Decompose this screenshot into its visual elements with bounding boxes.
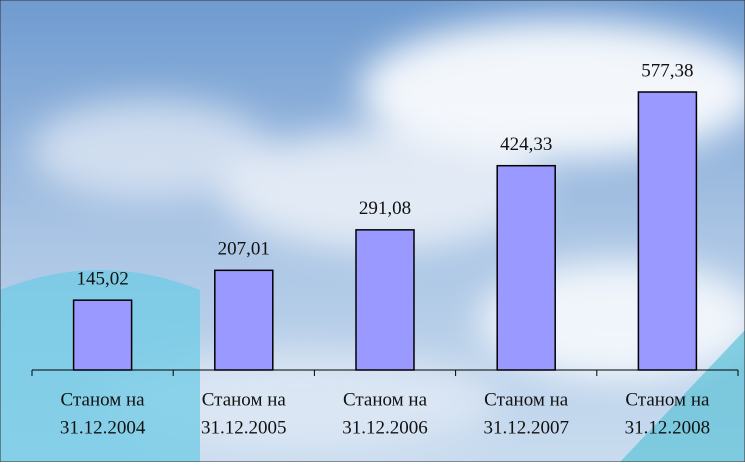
x-tick-label: Станом на — [61, 389, 146, 410]
bar — [74, 300, 132, 370]
value-label: 577,38 — [641, 60, 693, 81]
x-tick-label: 31.12.2006 — [342, 417, 428, 438]
value-label: 291,08 — [359, 198, 411, 219]
x-tick-label: 31.12.2004 — [60, 417, 146, 438]
x-tick-label: Станом на — [202, 389, 287, 410]
x-tick-label: 31.12.2007 — [483, 417, 569, 438]
bar — [356, 230, 414, 370]
bar — [215, 270, 273, 370]
value-label: 207,01 — [218, 239, 270, 260]
bar — [638, 92, 696, 370]
x-tick-label: Станом на — [343, 389, 428, 410]
value-label: 424,33 — [500, 134, 552, 155]
x-tick-label: 31.12.2008 — [625, 417, 711, 438]
x-tick-label: Станом на — [484, 389, 569, 410]
chart: 145,02 Станом на 31.12.2004 207,01 Станом на… — [0, 0, 745, 462]
x-tick-label: 31.12.2005 — [201, 417, 287, 438]
x-tick-label: Станом на — [625, 389, 710, 410]
bar — [497, 166, 555, 370]
value-label: 145,02 — [76, 269, 128, 290]
